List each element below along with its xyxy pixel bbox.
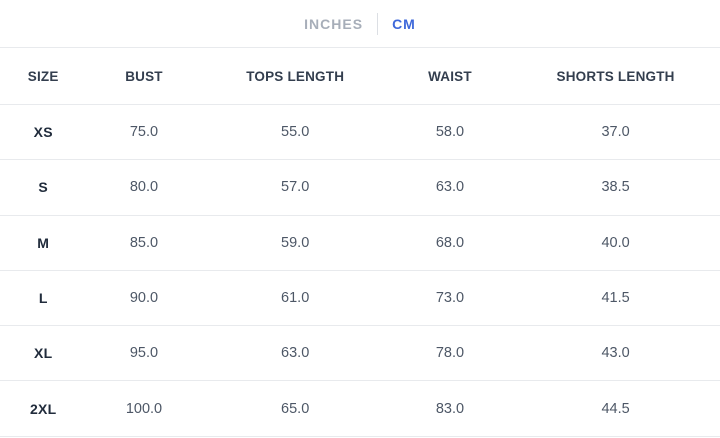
shorts-length-cell: 44.5 <box>511 380 720 437</box>
column-header-bust: BUST <box>86 47 202 105</box>
table-row: M 85.0 59.0 68.0 40.0 <box>0 215 720 271</box>
table-row: 2XL 100.0 65.0 83.0 44.5 <box>0 380 720 437</box>
unit-toggle: INCHES CM <box>0 0 720 47</box>
table-row: XL 95.0 63.0 78.0 43.0 <box>0 325 720 382</box>
size-cell: L <box>0 270 87 327</box>
bust-cell: 85.0 <box>86 215 202 271</box>
tops-length-cell: 57.0 <box>201 159 389 216</box>
size-cell: XS <box>0 104 87 161</box>
shorts-length-cell: 43.0 <box>511 325 720 382</box>
unit-option-cm[interactable]: CM <box>392 15 416 32</box>
tops-length-cell: 59.0 <box>201 215 389 271</box>
table-header-row: SIZE BUST TOPS LENGTH WAIST SHORTS LENGT… <box>0 47 720 105</box>
tops-length-cell: 61.0 <box>201 270 389 327</box>
size-cell: M <box>0 215 87 271</box>
column-header-shorts-length: SHORTS LENGTH <box>511 47 720 105</box>
bust-cell: 95.0 <box>86 325 202 382</box>
waist-cell: 63.0 <box>388 159 512 216</box>
tops-length-cell: 63.0 <box>201 325 389 382</box>
tops-length-cell: 55.0 <box>201 104 389 161</box>
size-cell: S <box>0 159 87 216</box>
table-row: L 90.0 61.0 73.0 41.5 <box>0 270 720 327</box>
tops-length-cell: 65.0 <box>201 380 389 437</box>
waist-cell: 83.0 <box>388 380 512 437</box>
bust-cell: 80.0 <box>86 159 202 216</box>
waist-cell: 58.0 <box>388 104 512 161</box>
column-header-waist: WAIST <box>388 47 512 105</box>
shorts-length-cell: 41.5 <box>511 270 720 327</box>
bust-cell: 75.0 <box>86 104 202 161</box>
size-cell: 2XL <box>0 380 87 437</box>
waist-cell: 78.0 <box>388 325 512 382</box>
size-chart-table: SIZE BUST TOPS LENGTH WAIST SHORTS LENGT… <box>0 47 720 437</box>
shorts-length-cell: 38.5 <box>511 159 720 216</box>
waist-cell: 68.0 <box>388 215 512 271</box>
unit-option-inches[interactable]: INCHES <box>304 15 364 32</box>
size-cell: XL <box>0 325 87 382</box>
shorts-length-cell: 40.0 <box>511 215 720 271</box>
column-header-tops-length: TOPS LENGTH <box>201 47 389 105</box>
shorts-length-cell: 37.0 <box>511 104 720 161</box>
unit-toggle-divider <box>377 12 379 35</box>
table-row: XS 75.0 55.0 58.0 37.0 <box>0 104 720 161</box>
column-header-size: SIZE <box>0 47 87 105</box>
table-row: S 80.0 57.0 63.0 38.5 <box>0 159 720 216</box>
bust-cell: 90.0 <box>86 270 202 327</box>
waist-cell: 73.0 <box>388 270 512 327</box>
bust-cell: 100.0 <box>86 380 202 437</box>
